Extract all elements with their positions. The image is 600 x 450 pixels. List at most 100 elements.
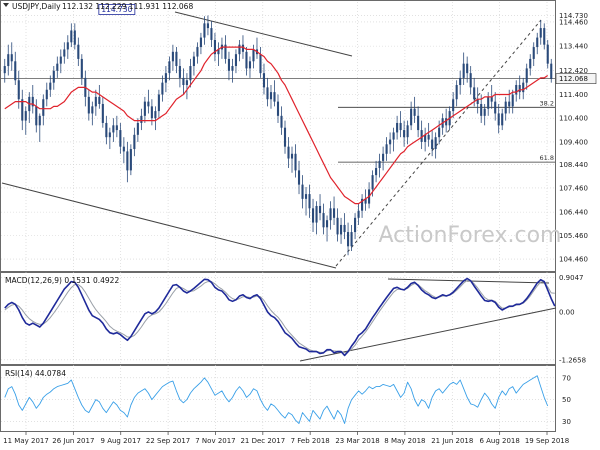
candle-body bbox=[501, 113, 504, 126]
candle-body bbox=[164, 73, 167, 83]
x-tick-label: 23 Mar 2018 bbox=[335, 437, 379, 445]
candle-body bbox=[241, 44, 245, 52]
panel-frames bbox=[0, 0, 556, 432]
price-tick-label: 108.440 bbox=[559, 161, 588, 169]
macd-tick-label: 0.9047 bbox=[559, 274, 584, 282]
candle-body bbox=[136, 122, 139, 135]
candle-body bbox=[494, 101, 497, 114]
x-tick-label: 26 Jun 2017 bbox=[52, 437, 94, 445]
x-tick-label: 9 Aug 2017 bbox=[101, 437, 141, 445]
candle-body bbox=[63, 49, 66, 57]
candle-body bbox=[154, 111, 157, 119]
last-price-label: 112.068 bbox=[559, 75, 588, 83]
candle-body bbox=[227, 58, 231, 71]
candle-body bbox=[56, 63, 59, 71]
candle-body bbox=[550, 63, 553, 79]
x-tick-label: 21 Jun 2018 bbox=[431, 437, 473, 445]
rsi-line bbox=[4, 375, 549, 424]
annotation-box bbox=[98, 4, 136, 15]
candle-body bbox=[297, 170, 301, 185]
x-tick-label: 19 Sep 2018 bbox=[525, 437, 569, 445]
rsi-panel-frame bbox=[0, 365, 556, 432]
macd-panel-frame bbox=[0, 272, 556, 365]
candle-body bbox=[94, 96, 97, 107]
candle-body bbox=[462, 63, 465, 78]
macd-tick-label: 0.00 bbox=[559, 308, 575, 316]
candle-body bbox=[406, 125, 409, 138]
candle-body bbox=[38, 115, 41, 126]
x-tick-label: 7 Feb 2018 bbox=[291, 437, 330, 445]
candle-body bbox=[231, 66, 234, 71]
candle-body bbox=[304, 194, 308, 199]
candle-body bbox=[539, 28, 542, 38]
fib-levels: 38.2 61.8 bbox=[338, 99, 555, 163]
candle-body bbox=[399, 122, 402, 131]
candle-body bbox=[245, 51, 248, 69]
candle-body bbox=[252, 49, 255, 62]
rsi-values-line bbox=[4, 375, 549, 424]
candle-body bbox=[119, 130, 122, 147]
watermark-text: ActionForex.com bbox=[379, 223, 562, 248]
candle-body bbox=[529, 58, 532, 69]
candle-body bbox=[217, 49, 220, 55]
candle-body bbox=[98, 96, 101, 104]
candle-body bbox=[364, 198, 367, 204]
candle-body bbox=[483, 108, 486, 116]
candle-body bbox=[357, 210, 360, 218]
candle-body bbox=[147, 101, 150, 107]
x-tick-label: 7 Nov 2017 bbox=[195, 437, 235, 445]
rsi-tick-label: 50 bbox=[562, 396, 571, 404]
macd-lines bbox=[4, 277, 556, 357]
candle-body bbox=[224, 44, 227, 59]
candle-body bbox=[31, 96, 34, 107]
candle-body bbox=[112, 125, 115, 133]
candle-body bbox=[10, 54, 13, 62]
candle-body bbox=[417, 115, 420, 131]
candle-body bbox=[389, 139, 392, 145]
candle-body bbox=[185, 80, 188, 86]
candle-body bbox=[269, 92, 273, 100]
candle-body bbox=[126, 151, 129, 171]
x-tick-label: 11 May 2017 bbox=[3, 437, 49, 445]
candle-body bbox=[294, 153, 297, 171]
moving-average bbox=[4, 46, 549, 205]
candle-body bbox=[445, 118, 448, 126]
macd-main-line bbox=[4, 277, 556, 357]
candle-body bbox=[385, 144, 388, 154]
price-tick-label: 111.400 bbox=[559, 91, 588, 99]
candle-body bbox=[354, 217, 357, 233]
candle-body bbox=[171, 51, 174, 62]
candle-body bbox=[238, 44, 241, 55]
candle-body bbox=[515, 85, 518, 95]
candle-body bbox=[546, 44, 549, 64]
candle-body bbox=[157, 94, 160, 112]
candle-body bbox=[508, 101, 511, 107]
candle-body bbox=[413, 108, 416, 116]
price-annotations: 114.730104.620113.170109.760114.540 bbox=[98, 4, 136, 15]
annotation-label: 114.730 bbox=[101, 5, 132, 14]
candle-body bbox=[234, 54, 238, 67]
candle-body bbox=[287, 146, 290, 159]
candle-body bbox=[301, 184, 304, 199]
candle-body bbox=[311, 208, 315, 223]
candle-body bbox=[525, 68, 528, 83]
candle-body bbox=[175, 51, 178, 67]
candle-body bbox=[273, 92, 276, 102]
candle-body bbox=[73, 30, 76, 45]
candle-body bbox=[518, 85, 521, 93]
candle-body bbox=[490, 96, 493, 102]
candle-body bbox=[476, 99, 479, 104]
lower-channel-line bbox=[1, 182, 337, 269]
candle-body bbox=[101, 103, 104, 123]
collapse-triangle-icon bbox=[3, 3, 9, 7]
rsi-tick-label: 70 bbox=[562, 374, 571, 382]
candle-body bbox=[262, 73, 266, 88]
price-tick-label: 112.420 bbox=[559, 67, 588, 75]
candle-body bbox=[80, 58, 83, 78]
candle-body bbox=[361, 198, 364, 211]
candle-body bbox=[196, 47, 199, 57]
candle-body bbox=[3, 66, 6, 74]
x-tick-label: 21 Dec 2017 bbox=[240, 437, 285, 445]
candle-body bbox=[108, 132, 111, 138]
